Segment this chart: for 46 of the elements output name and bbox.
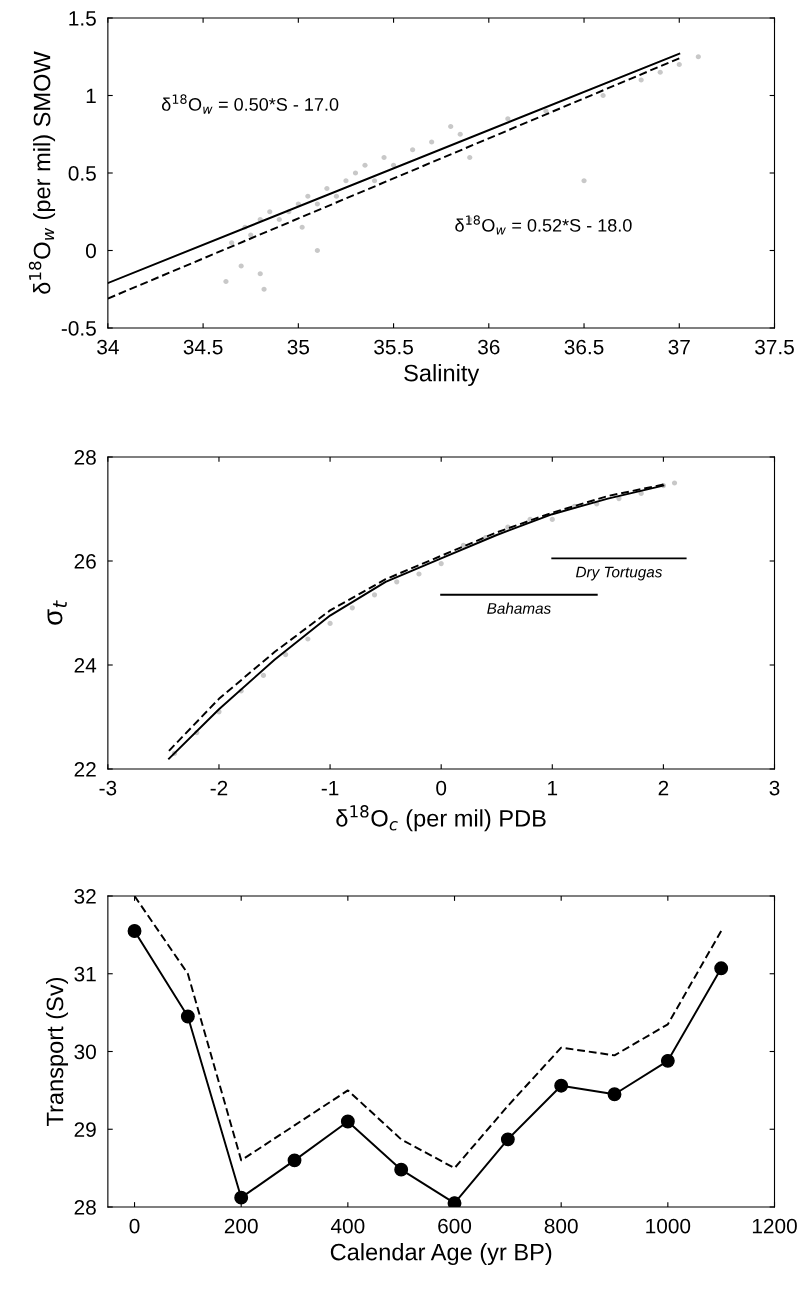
x-tick-label: 2 [658, 780, 669, 796]
x-tick-label: 600 [438, 1218, 472, 1234]
x-tick-label: 34 [97, 339, 119, 355]
series-label: Bahamas [487, 602, 551, 614]
x-tick-label: 1200 [752, 1218, 797, 1234]
x-tick-label: -3 [99, 780, 117, 796]
x-tick-label: 800 [544, 1218, 578, 1234]
y-axis-title: δ$^{18}$O$_{w}$ (per mil) SMOW [28, 51, 56, 294]
y-tick-label: 28 [74, 450, 96, 465]
y-tick-label: 0.5 [68, 166, 96, 181]
x-tick-label: 0 [436, 780, 447, 796]
y-tick-label: 1 [86, 88, 96, 104]
y-tick-label: 30 [74, 1044, 96, 1060]
y-tick-label: 26 [74, 554, 96, 569]
y-tick-label: 24 [74, 658, 97, 673]
x-tick-label: 0 [129, 1218, 140, 1234]
x-tick-label: 36 [478, 339, 500, 355]
x-tick-label: -1 [321, 780, 339, 796]
y-tick-label: 28 [74, 1200, 96, 1215]
x-tick-label: 1 [548, 780, 558, 796]
x-tick-label: 35 [287, 339, 310, 355]
x-tick-label: 36.5 [564, 339, 604, 355]
x-tick-label: 200 [224, 1218, 258, 1234]
x-tick-label: 1000 [646, 1218, 691, 1234]
y-tick-label: 22 [74, 762, 96, 777]
x-tick-label: 400 [330, 1218, 365, 1234]
series-label: Dry Tortugas [575, 566, 663, 581]
y-tick-label: 29 [74, 1122, 96, 1137]
y-tick-label: 1.5 [69, 11, 96, 26]
x-axis-title: Salinity [404, 364, 480, 387]
y-tick-label: 32 [74, 889, 96, 904]
y-tick-label: 31 [74, 966, 96, 982]
x-tick-label: 3 [769, 780, 780, 796]
annotation: δ$^{18}$O$_{w}$ = 0.52*S - 18.0 [455, 215, 632, 235]
annotation: δ$^{18}$O$_{w}$ = 0.50*S - 17.0 [161, 94, 339, 114]
x-tick-label: -2 [210, 780, 228, 796]
x-axis-title: Calendar Age (yr BP) [330, 1243, 552, 1266]
x-tick-label: 37.5 [755, 339, 794, 355]
y-axis-title: σ$_{t}$ [47, 600, 67, 625]
x-tick-label: 37 [668, 339, 690, 355]
x-axis-title: δ$^{18}$O$_{c}$ (per mil) PDB [336, 805, 546, 832]
x-tick-label: 34.5 [183, 339, 223, 355]
y-axis-title: Transport (Sv) [46, 977, 69, 1126]
y-tick-label: 0 [85, 243, 96, 259]
x-tick-label: 35.5 [374, 339, 413, 355]
y-tick-label: -0.5 [61, 321, 96, 336]
